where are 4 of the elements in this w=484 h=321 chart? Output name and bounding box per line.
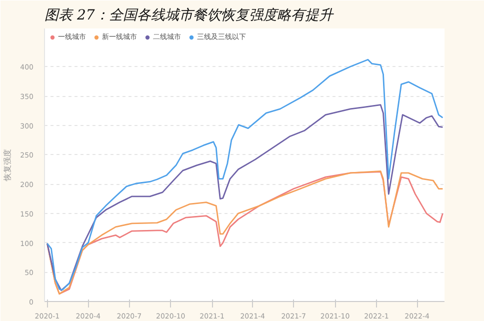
- chart-title: 图表 27：全国各线城市餐饮恢复强度略有提升: [44, 8, 334, 24]
- line-series: [46, 104, 444, 292]
- line-series: [46, 58, 444, 290]
- y-axis-title: 恢复强度: [3, 149, 12, 182]
